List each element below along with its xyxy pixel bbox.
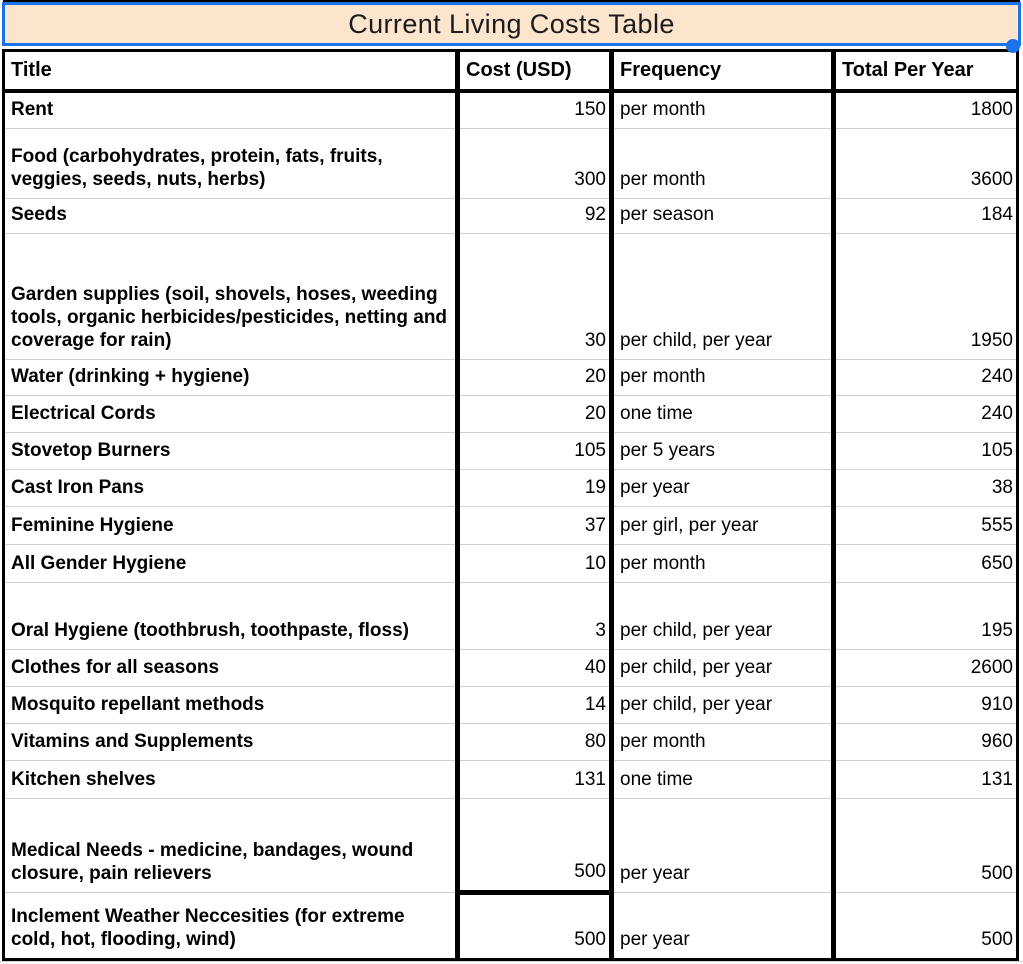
cell-title[interactable]: All Gender Hygiene [3, 544, 458, 583]
cell-cost[interactable]: 37 [455, 506, 612, 545]
table-row: Inclement Weather Neccesities (for extre… [3, 892, 1018, 960]
cell-total[interactable]: 2600 [831, 649, 1018, 687]
table-row: Water (drinking + hygiene) 20 per month 240 [3, 359, 1018, 396]
cell-title[interactable]: Stovetop Burners [3, 432, 458, 470]
cell-frequency[interactable]: one time [609, 760, 834, 799]
table-row: Food (carbohydrates, protein, fats, frui… [3, 128, 1018, 199]
cell-total[interactable]: 1950 [831, 233, 1018, 360]
cell-title[interactable]: Clothes for all seasons [3, 649, 458, 687]
sheet-title: Current Living Costs Table [348, 8, 675, 39]
cell-frequency[interactable]: per child, per year [609, 686, 834, 724]
cell-title[interactable]: Feminine Hygiene [3, 506, 458, 545]
cell-title[interactable]: Water (drinking + hygiene) [3, 359, 458, 396]
cell-frequency[interactable]: per year [609, 892, 834, 960]
cell-frequency[interactable]: per month [609, 723, 834, 761]
cell-frequency[interactable]: per child, per year [609, 649, 834, 687]
cell-frequency[interactable]: per month [609, 359, 834, 396]
cell-total[interactable]: 500 [831, 892, 1018, 960]
table-row: Medical Needs - medicine, bandages, woun… [3, 798, 1018, 895]
col-header-title[interactable]: Title [3, 50, 458, 93]
cell-title[interactable]: Vitamins and Supplements [3, 723, 458, 761]
sheet-gridline [0, 961, 1023, 962]
cell-title[interactable]: Inclement Weather Neccesities (for extre… [3, 892, 458, 960]
cell-cost[interactable]: 300 [455, 128, 612, 199]
table-row: Clothes for all seasons 40 per child, per … [3, 649, 1018, 687]
col-header-frequency[interactable]: Frequency [609, 50, 834, 93]
cell-cost[interactable]: 19 [455, 469, 612, 507]
cell-frequency[interactable]: per month [609, 90, 834, 129]
cell-title[interactable]: Oral Hygiene (toothbrush, toothpaste, fl… [3, 582, 458, 650]
cell-title[interactable]: Food (carbohydrates, protein, fats, frui… [3, 128, 458, 199]
cell-title[interactable]: Cast Iron Pans [3, 469, 458, 507]
cell-frequency[interactable]: per 5 years [609, 432, 834, 470]
cell-total[interactable]: 960 [831, 723, 1018, 761]
cell-total[interactable]: 240 [831, 395, 1018, 433]
title-cell-top-border [3, 0, 1020, 2]
cell-cost[interactable]: 92 [455, 198, 612, 234]
cell-title[interactable]: Garden supplies (soil, shovels, hoses, w… [3, 233, 458, 360]
table-row: Feminine Hygiene 37 per girl, per year 555 [3, 506, 1018, 545]
cell-cost[interactable]: 20 [455, 395, 612, 433]
cell-total[interactable]: 38 [831, 469, 1018, 507]
cell-cost[interactable]: 40 [455, 649, 612, 687]
cell-frequency[interactable]: one time [609, 395, 834, 433]
col-header-total[interactable]: Total Per Year [831, 50, 1018, 93]
cell-frequency[interactable]: per month [609, 128, 834, 199]
cell-title[interactable]: Seeds [3, 198, 458, 234]
cell-total[interactable]: 1800 [831, 90, 1018, 129]
cell-total[interactable]: 555 [831, 506, 1018, 545]
table-row: Rent 150 per month 1800 [3, 90, 1018, 129]
cell-title[interactable]: Kitchen shelves [3, 760, 458, 799]
cell-total[interactable]: 910 [831, 686, 1018, 724]
table-row: Electrical Cords 20 one time 240 [3, 395, 1018, 433]
cell-total[interactable]: 105 [831, 432, 1018, 470]
cell-title[interactable]: Electrical Cords [3, 395, 458, 433]
cell-total[interactable]: 3600 [831, 128, 1018, 199]
cell-title[interactable]: Medical Needs - medicine, bandages, woun… [3, 798, 458, 893]
cell-title[interactable]: Mosquito repellant methods [3, 686, 458, 724]
living-costs-table: Title Cost (USD) Frequency Total Per Yea… [2, 49, 1019, 961]
cell-frequency[interactable]: per year [609, 469, 834, 507]
table-row: Garden supplies (soil, shovels, hoses, w… [3, 233, 1018, 360]
cell-total[interactable]: 195 [831, 582, 1018, 650]
table-row: Seeds 92 per season 184 [3, 198, 1018, 234]
cell-total[interactable]: 240 [831, 359, 1018, 396]
col-header-cost[interactable]: Cost (USD) [455, 50, 612, 93]
cell-cost[interactable]: 500 [455, 798, 612, 895]
table-row: Kitchen shelves 131 one time 131 [3, 760, 1018, 799]
cell-cost[interactable]: 20 [455, 359, 612, 396]
table-row: Vitamins and Supplements 80 per month 960 [3, 723, 1018, 761]
cell-cost[interactable]: 80 [455, 723, 612, 761]
cell-frequency[interactable]: per girl, per year [609, 506, 834, 545]
selection-fill-handle[interactable] [1006, 39, 1020, 53]
header-row: Title Cost (USD) Frequency Total Per Yea… [3, 50, 1018, 93]
table-row: Mosquito repellant methods 14 per child, p… [3, 686, 1018, 724]
cell-cost[interactable]: 14 [455, 686, 612, 724]
cell-frequency[interactable]: per season [609, 198, 834, 234]
cell-cost[interactable]: 10 [455, 544, 612, 583]
cell-frequency[interactable]: per month [609, 544, 834, 583]
cell-cost[interactable]: 105 [455, 432, 612, 470]
cell-total[interactable]: 184 [831, 198, 1018, 234]
table-row: Cast Iron Pans 19 per year 38 [3, 469, 1018, 507]
cell-total[interactable]: 131 [831, 760, 1018, 799]
cell-cost[interactable]: 150 [455, 90, 612, 129]
cell-total[interactable]: 500 [831, 798, 1018, 893]
cell-total[interactable]: 650 [831, 544, 1018, 583]
cell-cost[interactable]: 3 [455, 582, 612, 650]
cell-cost[interactable]: 30 [455, 233, 612, 360]
cell-frequency[interactable]: per child, per year [609, 582, 834, 650]
cell-frequency[interactable]: per child, per year [609, 233, 834, 360]
table-row: All Gender Hygiene 10 per month 650 [3, 544, 1018, 583]
cell-frequency[interactable]: per year [609, 798, 834, 893]
sheet-title-cell[interactable]: Current Living Costs Table [2, 2, 1021, 46]
cell-cost[interactable]: 131 [455, 760, 612, 799]
cell-cost[interactable]: 500 [455, 892, 612, 960]
cell-title[interactable]: Rent [3, 90, 458, 129]
table-row: Stovetop Burners 105 per 5 years 105 [3, 432, 1018, 470]
table-row: Oral Hygiene (toothbrush, toothpaste, fl… [3, 582, 1018, 650]
